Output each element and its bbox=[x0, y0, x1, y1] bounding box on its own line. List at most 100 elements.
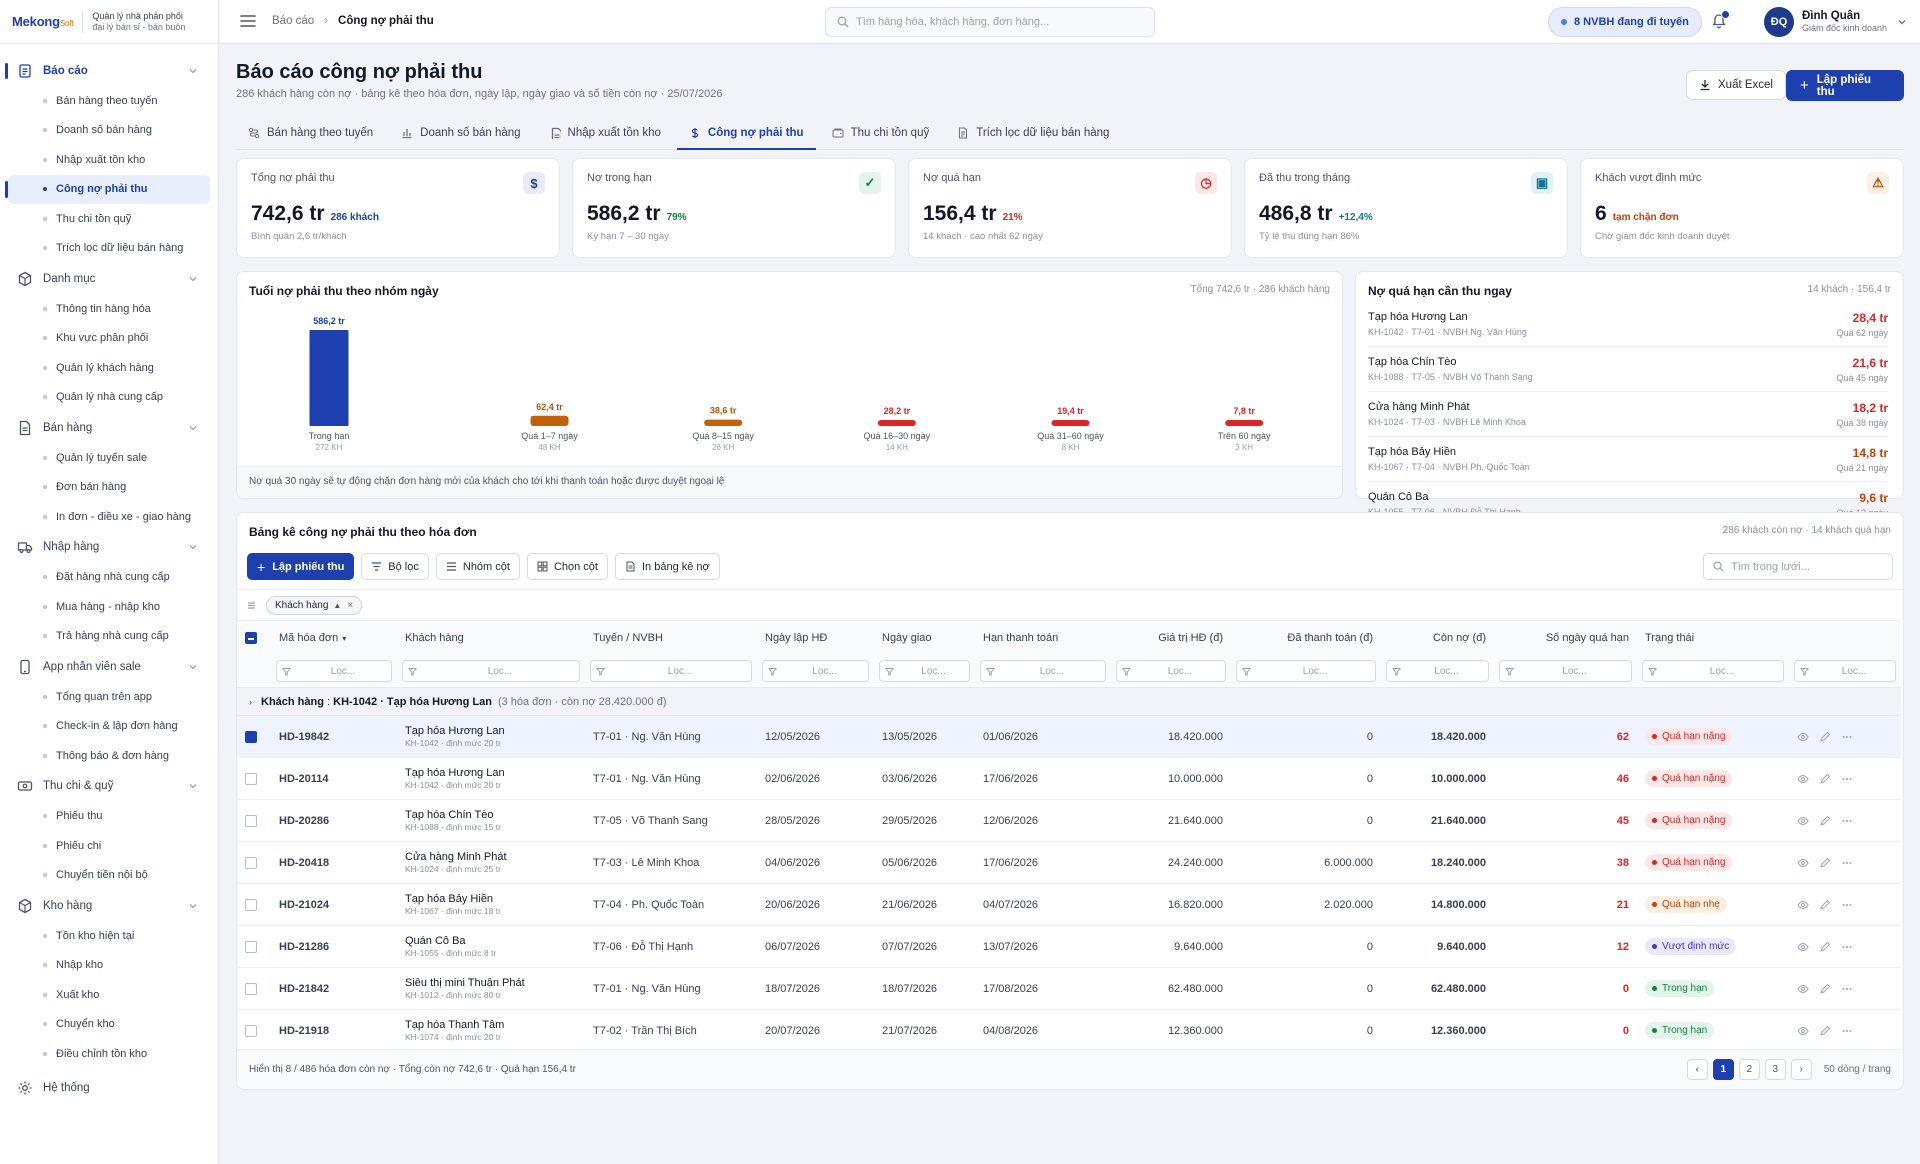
invoice-link[interactable]: HD-21286 bbox=[271, 925, 397, 968]
eye-icon[interactable] bbox=[1797, 857, 1809, 869]
bar-0[interactable] bbox=[309, 330, 349, 426]
sidebar-item-2-1[interactable]: Đơn bán hàng bbox=[0, 473, 210, 503]
more-icon[interactable] bbox=[1841, 983, 1853, 995]
sidebar-item-3-0[interactable]: Đặt hàng nhà cung cấp bbox=[0, 563, 210, 593]
invoice-link[interactable]: HD-21918 bbox=[271, 1009, 397, 1052]
row-checkbox[interactable] bbox=[245, 898, 257, 911]
eye-icon[interactable] bbox=[1797, 773, 1809, 785]
eye-icon[interactable] bbox=[1797, 899, 1809, 911]
sidebar-item-6-0[interactable]: Tồn kho hiện tại bbox=[0, 921, 210, 951]
sidebar-section-2[interactable]: Bán hàng bbox=[0, 412, 218, 443]
tab-2[interactable]: Nhập xuất tồn kho bbox=[537, 117, 673, 149]
invoice-link[interactable]: HD-19842 bbox=[271, 715, 397, 758]
more-icon[interactable] bbox=[1841, 1025, 1853, 1037]
invoice-link[interactable]: HD-20114 bbox=[271, 757, 397, 800]
tab-3[interactable]: Công nợ phải thu bbox=[676, 117, 816, 150]
column-filter-input[interactable]: Lọc... bbox=[980, 660, 1106, 683]
sidebar-item-5-1[interactable]: Phiếu chi bbox=[0, 831, 210, 861]
overdue-item[interactable]: Cửa hàng Minh Phát KH-1024 · T7-03 · NVBH… bbox=[1368, 393, 1888, 437]
column-filter-input[interactable]: Lọc... bbox=[1499, 660, 1632, 683]
edit-icon[interactable] bbox=[1819, 1025, 1831, 1037]
grid-create-receipt-button[interactable]: + Lập phiếu thu bbox=[247, 553, 355, 580]
app-logo[interactable]: MekongSoft Quản lý nhà phân phối đại lý … bbox=[0, 0, 218, 44]
kpi-card[interactable]: Khách vượt định mức ⚠ 6 tạm chặn đơn Chờ giá… bbox=[1580, 158, 1904, 258]
group-columns-button[interactable]: Nhóm cột bbox=[435, 553, 520, 580]
eye-icon[interactable] bbox=[1797, 941, 1809, 953]
group-chip[interactable]: Khách hàng ▲ × bbox=[266, 595, 363, 615]
table-row[interactable]: HD-21918 Tạp hóa Thanh Tâm KH-1074 · định … bbox=[237, 1009, 1901, 1052]
column-header-0[interactable]: Mã hóa đơn ▾ bbox=[271, 620, 397, 656]
group-row[interactable]: › Khách hàng : KH-1042 · Tạp hóa Hương La… bbox=[237, 687, 1901, 716]
row-checkbox[interactable] bbox=[245, 856, 257, 869]
bar-5[interactable] bbox=[1225, 420, 1264, 426]
sidebar-section-0[interactable]: Báo cáo bbox=[0, 55, 218, 86]
edit-icon[interactable] bbox=[1819, 815, 1831, 827]
column-filter-input[interactable]: Lọc... bbox=[590, 660, 752, 683]
drag-handle-icon[interactable] bbox=[247, 601, 256, 610]
column-filter-input[interactable]: Lọc... bbox=[879, 660, 970, 683]
eye-icon[interactable] bbox=[1797, 731, 1809, 743]
sidebar-section-6[interactable]: Kho hàng bbox=[0, 890, 218, 921]
sidebar-item-2-0[interactable]: Quản lý tuyến sale bbox=[0, 443, 210, 473]
edit-icon[interactable] bbox=[1819, 941, 1831, 953]
invoice-link[interactable]: HD-21024 bbox=[271, 883, 397, 926]
row-checkbox[interactable] bbox=[245, 1024, 257, 1037]
sidebar-item-6-2[interactable]: Xuất kho bbox=[0, 980, 210, 1010]
sort-desc-icon[interactable]: ▾ bbox=[342, 634, 347, 644]
choose-columns-button[interactable]: Chọn cột bbox=[526, 553, 608, 580]
column-filter-input[interactable]: Lọc... bbox=[1116, 660, 1226, 683]
overdue-item[interactable]: Tạp hóa Chín Tèo KH-1088 · T7-05 · NVBH V… bbox=[1368, 348, 1888, 392]
row-checkbox[interactable] bbox=[245, 940, 257, 953]
user-menu[interactable]: ĐQ Đình Quân Giám đốc kinh doanh bbox=[1764, 7, 1907, 37]
bar-1[interactable] bbox=[530, 415, 569, 426]
sidebar-item-6-3[interactable]: Chuyển kho bbox=[0, 1010, 210, 1040]
overdue-item[interactable]: Tạp hóa Hương Lan KH-1042 · T7-01 · NVBH … bbox=[1368, 303, 1888, 347]
sidebar-item-3-1[interactable]: Mua hàng - nhập kho bbox=[0, 592, 210, 622]
page-button[interactable]: 3 bbox=[1764, 1059, 1786, 1080]
more-icon[interactable] bbox=[1841, 899, 1853, 911]
edit-icon[interactable] bbox=[1819, 773, 1831, 785]
table-row[interactable]: HD-20286 Tạp hóa Chín Tèo KH-1088 · định m… bbox=[237, 799, 1901, 842]
column-header-10[interactable]: Trạng thái bbox=[1637, 620, 1789, 656]
table-row[interactable]: HD-21286 Quán Cô Ba KH-1055 · định mức 8 t… bbox=[237, 925, 1901, 968]
sidebar-item-3-2[interactable]: Trả hàng nhà cung cấp bbox=[0, 622, 210, 652]
column-header-1[interactable]: Khách hàng bbox=[397, 620, 585, 656]
sidebar-item-0-5[interactable]: Trích lọc dữ liệu bán hàng bbox=[0, 234, 210, 264]
sidebar-item-1-1[interactable]: Khu vực phân phối bbox=[0, 324, 210, 354]
more-icon[interactable] bbox=[1841, 941, 1853, 953]
column-header-8[interactable]: Còn nợ (đ) bbox=[1381, 620, 1494, 656]
overdue-item[interactable]: Tạp hóa Bảy Hiền KH-1067 · T7-04 · NVBH P… bbox=[1368, 438, 1888, 482]
column-filter-input[interactable]: Lọc... bbox=[276, 660, 392, 683]
column-filter-input[interactable]: Lọc... bbox=[1794, 660, 1896, 683]
more-icon[interactable] bbox=[1841, 731, 1853, 743]
edit-icon[interactable] bbox=[1819, 857, 1831, 869]
edit-icon[interactable] bbox=[1819, 899, 1831, 911]
bar-3[interactable] bbox=[877, 420, 916, 426]
sidebar-item-5-2[interactable]: Chuyển tiền nội bộ bbox=[0, 861, 210, 891]
sidebar-item-1-0[interactable]: Thông tin hàng hóa bbox=[0, 294, 210, 324]
page-button[interactable]: 2 bbox=[1738, 1059, 1760, 1080]
table-row[interactable]: HD-21842 Siêu thị mini Thuận Phát KH-1012 … bbox=[237, 967, 1901, 1010]
export-excel-button[interactable]: Xuất Excel bbox=[1686, 70, 1786, 100]
online-sales-badge[interactable]: 8 NVBH đang đi tuyến bbox=[1548, 7, 1702, 37]
table-row[interactable]: HD-20418 Cửa hàng Minh Phát KH-1024 · định… bbox=[237, 841, 1901, 884]
sidebar-item-4-1[interactable]: Check-in & lập đơn hàng bbox=[0, 712, 210, 742]
invoice-link[interactable]: HD-21842 bbox=[271, 967, 397, 1010]
sidebar-item-0-2[interactable]: Nhập xuất tồn kho bbox=[0, 145, 210, 175]
sort-up-icon[interactable]: ▲ bbox=[333, 600, 342, 610]
breadcrumb-root[interactable]: Báo cáo bbox=[272, 15, 315, 27]
sidebar-item-0-0[interactable]: Bán hàng theo tuyến bbox=[0, 86, 210, 116]
kpi-card[interactable]: Nợ trong hạn ✓ 586,2 tr 79% Kỳ hạn 7 – 30 ng… bbox=[572, 158, 896, 258]
eye-icon[interactable] bbox=[1797, 815, 1809, 827]
column-header-4[interactable]: Ngày giao bbox=[874, 620, 975, 656]
column-filter-input[interactable]: Lọc... bbox=[1236, 660, 1376, 683]
sidebar-system[interactable]: Hệ thống bbox=[0, 1073, 218, 1104]
prev-page-button[interactable]: ‹ bbox=[1686, 1059, 1708, 1080]
kpi-card[interactable]: Tổng nợ phải thu $742,6 tr 286 khách Bình q… bbox=[236, 158, 560, 258]
sidebar-section-4[interactable]: App nhân viên sale bbox=[0, 651, 218, 682]
print-statement-button[interactable]: In bảng kê nợ bbox=[614, 553, 720, 580]
global-search-input[interactable]: Tìm hàng hóa, khách hàng, đơn hàng... bbox=[825, 7, 1155, 37]
sidebar-item-0-1[interactable]: Doanh số bán hàng bbox=[0, 116, 210, 146]
sidebar-item-1-2[interactable]: Quản lý khách hàng bbox=[0, 353, 210, 383]
kpi-card[interactable]: Nợ quá hạn ◷ 156,4 tr 21% 14 khách · cao nhấ… bbox=[908, 158, 1232, 258]
